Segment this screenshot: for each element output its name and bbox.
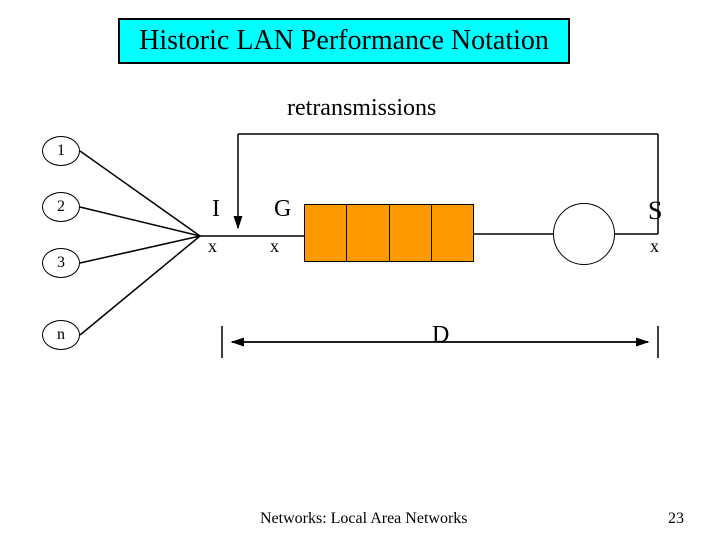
node-n-label: n (57, 326, 65, 344)
I-label: I (212, 196, 220, 223)
queue-slot (432, 205, 473, 261)
node-2-label: 2 (57, 198, 65, 216)
D-label: D (432, 322, 449, 349)
title-box: Historic LAN Performance Notation (118, 18, 570, 64)
node-3: 3 (42, 248, 80, 278)
footer-center: Networks: Local Area Networks (260, 510, 468, 528)
diagram-lines (0, 0, 720, 540)
queue-slot (305, 205, 347, 261)
G-x: x (270, 236, 279, 257)
node-2: 2 (42, 192, 80, 222)
queue-slot (347, 205, 389, 261)
node-1-label: 1 (57, 142, 65, 160)
S-x: x (650, 236, 659, 257)
server-circle (553, 203, 615, 265)
queue (304, 204, 474, 262)
queue-slot (390, 205, 432, 261)
node-1: 1 (42, 136, 80, 166)
G-label: G (274, 196, 291, 223)
node-n: n (42, 320, 80, 350)
retransmissions-label: retransmissions (287, 95, 436, 122)
page-number: 23 (668, 510, 684, 528)
node-3-label: 3 (57, 254, 65, 272)
I-x: x (208, 236, 217, 257)
S-label: S (648, 196, 662, 226)
